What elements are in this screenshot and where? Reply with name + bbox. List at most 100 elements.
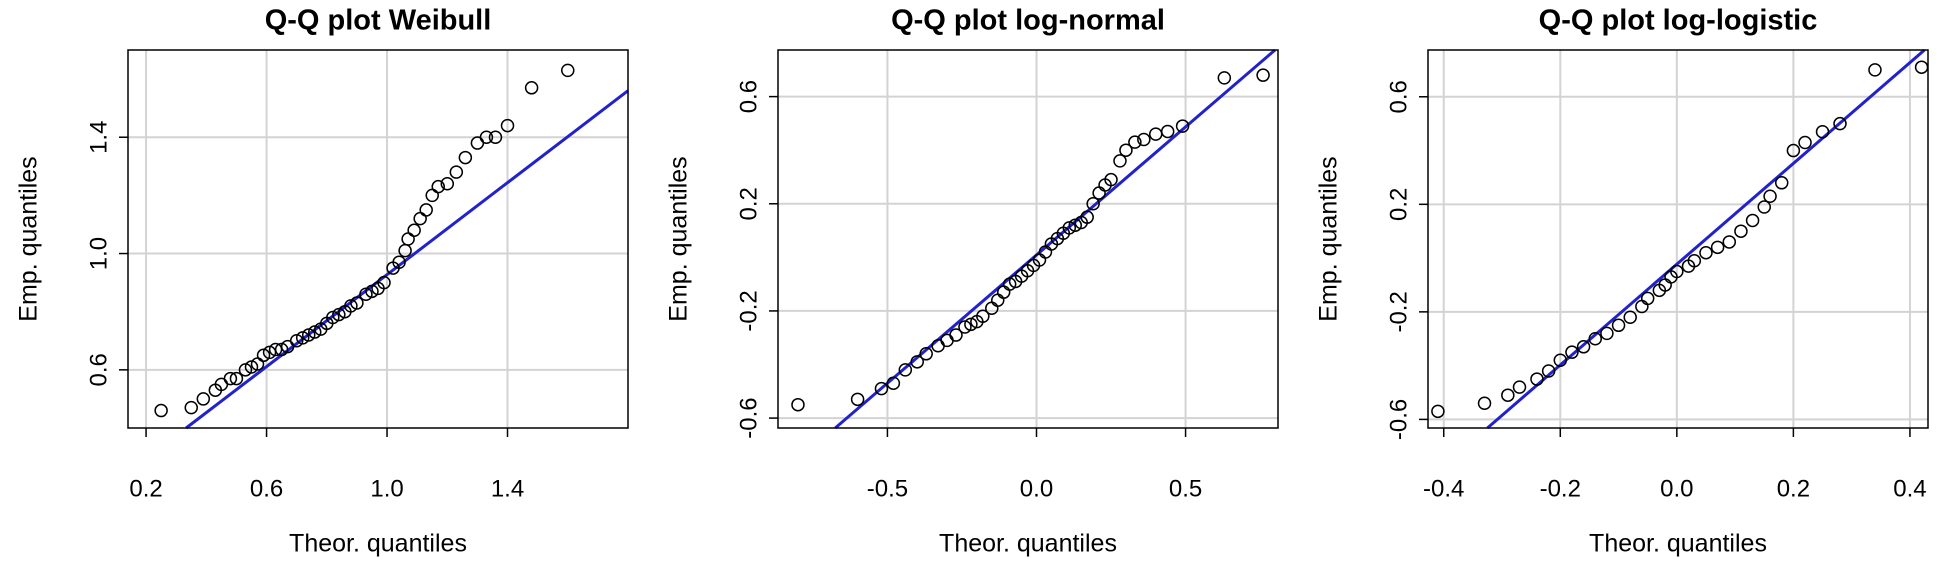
y-tick-label: 0.6 (735, 80, 762, 113)
plot-frame (777, 49, 1279, 429)
point (1256, 68, 1270, 82)
x-tick-label: 0.5 (1169, 475, 1202, 502)
point (332, 307, 346, 322)
point (1175, 119, 1190, 133)
y-tick-label: 0.2 (1385, 188, 1412, 221)
point (377, 275, 391, 290)
point (1086, 197, 1100, 211)
point (223, 371, 238, 386)
point (244, 360, 259, 374)
point (1002, 277, 1017, 291)
point (990, 293, 1005, 307)
point (289, 334, 304, 348)
y-tick-label: 1.0 (85, 237, 112, 270)
point (365, 284, 379, 299)
x-tick-label: 0.0 (1660, 475, 1693, 502)
point (449, 165, 464, 179)
point (1068, 218, 1083, 232)
point (344, 299, 358, 313)
point (1062, 221, 1077, 235)
point (996, 285, 1011, 299)
point (1119, 143, 1133, 157)
point (1512, 380, 1527, 394)
y-axis-label: Emp. quantiles (1315, 156, 1343, 321)
y-tick-label: 0.6 (85, 353, 112, 386)
y-tick-label: 0.6 (1385, 80, 1412, 113)
point (1113, 154, 1127, 168)
point (1217, 71, 1232, 85)
point (1699, 245, 1713, 260)
y-tick-label: 1.4 (85, 121, 112, 154)
point (479, 130, 494, 144)
point (1104, 172, 1118, 187)
y-tick-label: -0.2 (735, 290, 762, 331)
point (256, 348, 271, 363)
y-axis-label: Emp. quantiles (15, 156, 43, 321)
point (1745, 213, 1760, 228)
point (470, 136, 485, 150)
point (401, 232, 415, 246)
x-tick-label: -0.5 (867, 475, 908, 502)
point (1600, 326, 1614, 341)
point (1080, 210, 1094, 224)
point (274, 342, 289, 357)
x-tick-label: 1.0 (370, 475, 403, 502)
point (458, 150, 473, 165)
point (1757, 200, 1771, 214)
point (964, 317, 978, 332)
point (1541, 364, 1556, 378)
point (229, 371, 244, 386)
point (1798, 135, 1812, 150)
point (238, 363, 253, 377)
chart-title: Q-Q plot Weibull (265, 5, 492, 37)
point (431, 179, 445, 194)
y-axis-label: Emp. quantiles (665, 156, 693, 321)
x-tick-label: 0.4 (1893, 475, 1926, 502)
chart-title: Q-Q plot log-logistic (1539, 5, 1818, 37)
point (1786, 143, 1801, 158)
point (1815, 124, 1830, 139)
point (413, 211, 427, 226)
point (791, 397, 805, 412)
point (1734, 224, 1748, 238)
point (1477, 396, 1492, 411)
point (1588, 331, 1602, 346)
x-tick-label: 0.2 (129, 475, 162, 502)
point (1149, 127, 1163, 141)
x-tick-label: 0.6 (250, 475, 283, 502)
point (196, 392, 211, 406)
point (1914, 60, 1929, 74)
y-tick-label: -0.2 (1385, 291, 1412, 332)
point (910, 355, 924, 369)
x-tick-label: 0.0 (1020, 475, 1053, 502)
point (874, 381, 889, 396)
point (407, 223, 421, 238)
plot-frame (127, 49, 629, 429)
point (154, 403, 168, 418)
point (1710, 240, 1725, 255)
point (1635, 299, 1649, 314)
point (949, 328, 963, 342)
plot-frame (1427, 49, 1929, 429)
point (985, 301, 999, 316)
point (307, 325, 322, 339)
x-axis-label: Theor. quantiles (1589, 530, 1767, 558)
x-tick-label: 1.4 (491, 475, 524, 502)
point (301, 328, 316, 342)
point (359, 287, 373, 301)
x-tick-label: -0.2 (1540, 475, 1581, 502)
point (1722, 235, 1737, 249)
point (1137, 132, 1151, 147)
point (392, 255, 406, 270)
point (524, 81, 539, 95)
x-axis-label: Theor. quantiles (939, 530, 1117, 558)
point (1565, 345, 1579, 359)
point (295, 331, 310, 345)
point (1640, 291, 1655, 306)
point (1092, 186, 1106, 200)
point (500, 118, 515, 133)
point (940, 333, 954, 348)
point (488, 130, 503, 144)
point (184, 400, 199, 415)
